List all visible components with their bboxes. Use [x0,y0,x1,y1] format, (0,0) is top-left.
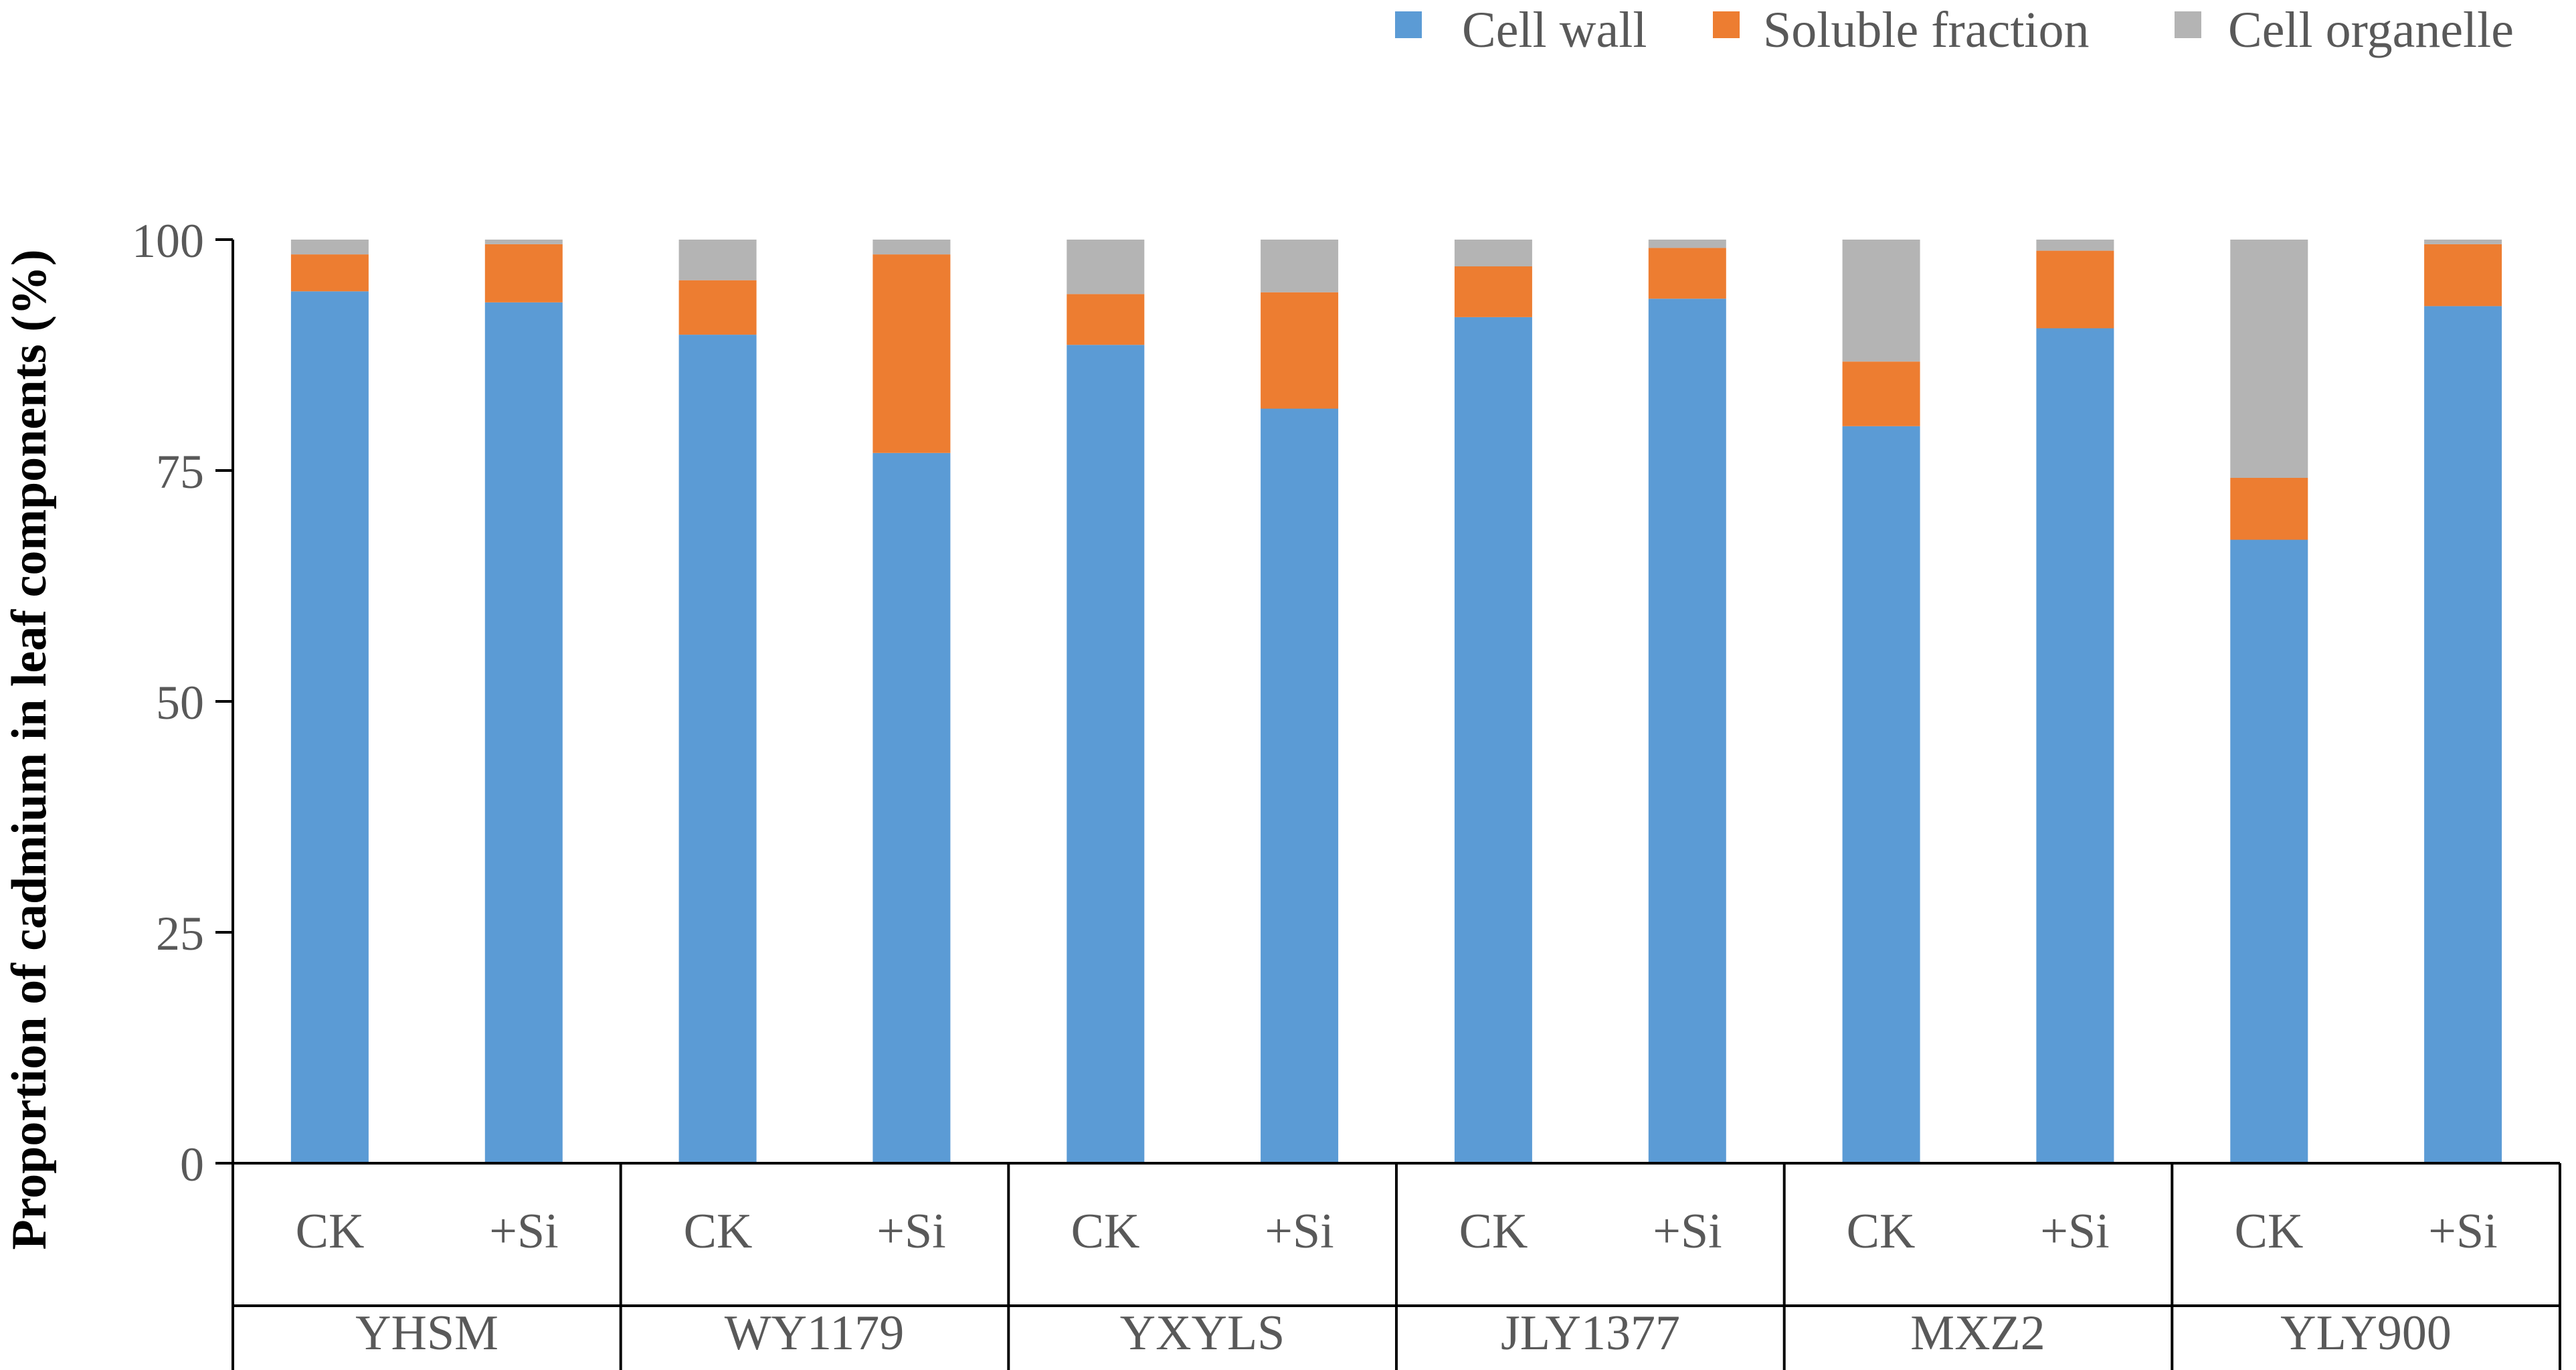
bar-segment-cell-wall [1648,298,1726,1163]
x-category-label: CK [1847,1204,1916,1259]
y-tick-label: 50 [156,676,204,730]
x-axis-separators [232,1163,2561,1370]
bar-segment-soluble-fraction [872,254,951,453]
x-category-label: +Si [2040,1204,2109,1259]
x-category-label: +Si [1265,1204,1333,1259]
y-tick-label: 0 [180,1138,204,1191]
x-group-label-yly900: YLY900 [2280,1306,2452,1361]
bar-segment-soluble-fraction [290,254,369,292]
bar-segment-soluble-fraction [1261,292,1339,409]
y-axis-title: Proportion of cadmium in leaf components… [2,250,57,1250]
bar-segment-cell-organelle [1454,240,1532,266]
bar-segment-cell-wall [1067,345,1145,1163]
legend-swatch-cell-wall [1395,11,1422,38]
y-tick-label: 75 [156,445,204,499]
bar-segment-soluble-fraction [1842,361,1920,426]
bar-segment-cell-wall [678,335,757,1164]
y-tick-label: 25 [156,907,204,960]
bar-segment-cell-organelle [290,240,369,255]
bar-segment-cell-wall [872,452,951,1163]
x-group-labels: YHSM WY1179 YXYLS JLY1377 MXZ2 YLY900 [355,1306,2452,1361]
x-group-label-yxyls: YXYLS [1120,1306,1285,1361]
bar-segment-soluble-fraction [1067,294,1145,345]
legend: Cell wall Soluble fraction Cell organell… [1395,2,2514,58]
x-category-label: CK [1459,1204,1528,1259]
legend-item-cell-organelle: Cell organelle [2175,2,2514,58]
bar-segment-cell-wall [290,291,369,1163]
x-group-label-jly1377: JLY1377 [1501,1306,1680,1361]
bar-segment-cell-organelle [678,240,757,280]
bar-segment-soluble-fraction [2230,478,2308,540]
x-category-label: +Si [877,1204,945,1259]
legend-item-cell-wall: Cell wall [1395,2,1647,58]
legend-label-soluble-fraction: Soluble fraction [1763,2,2090,58]
bar-segment-soluble-fraction [1454,266,1532,317]
bar-segment-soluble-fraction [2036,250,2114,329]
x-category-label: CK [1071,1204,1140,1259]
x-category-labels: CK +Si CK +Si CK +Si CK +Si CK +Si CK +S… [296,1204,2498,1259]
legend-label-cell-wall: Cell wall [1462,2,1647,58]
bar-segment-cell-wall [2424,306,2502,1163]
x-category-label: +Si [2428,1204,2497,1259]
x-group-label-wy1179: WY1179 [725,1306,905,1361]
bar-segment-soluble-fraction [678,280,757,335]
bar-segment-cell-wall [2036,328,2114,1163]
bar-segment-cell-organelle [2424,240,2502,244]
bar-segment-cell-wall [1261,408,1339,1163]
x-group-label-mxz2: MXZ2 [1910,1306,2045,1361]
bar-segment-cell-organelle [484,240,563,244]
legend-item-soluble-fraction: Soluble fraction [1713,2,2090,58]
bar-segment-cell-organelle [1648,240,1726,248]
bar-segment-cell-organelle [1842,240,1920,362]
legend-swatch-soluble-fraction [1713,11,1740,38]
bar-segment-soluble-fraction [2424,244,2502,307]
bar-segment-cell-organelle [872,240,951,255]
bar-segment-soluble-fraction [484,244,563,303]
bar-segment-cell-organelle [1261,240,1339,292]
legend-label-cell-organelle: Cell organelle [2228,2,2514,58]
x-category-label: +Si [489,1204,558,1259]
y-axis: 100 75 50 25 0 [132,214,234,1191]
bar-segment-cell-wall [1454,317,1532,1163]
bar-segment-cell-organelle [2036,240,2114,251]
x-category-label: CK [2235,1204,2304,1259]
x-category-label: CK [296,1204,365,1259]
legend-swatch-cell-organelle [2175,11,2201,38]
bar-segment-cell-wall [2230,539,2308,1163]
x-category-label: CK [684,1204,753,1259]
bar-segment-cell-organelle [1067,240,1145,294]
x-group-label-yhsm: YHSM [355,1306,498,1361]
bars [290,240,2502,1164]
bar-segment-cell-organelle [2230,240,2308,478]
bar-segment-cell-wall [1842,426,1920,1163]
y-tick-label: 100 [132,214,204,268]
bar-segment-cell-wall [484,302,563,1163]
x-category-label: +Si [1653,1204,1722,1259]
bar-segment-soluble-fraction [1648,248,1726,299]
